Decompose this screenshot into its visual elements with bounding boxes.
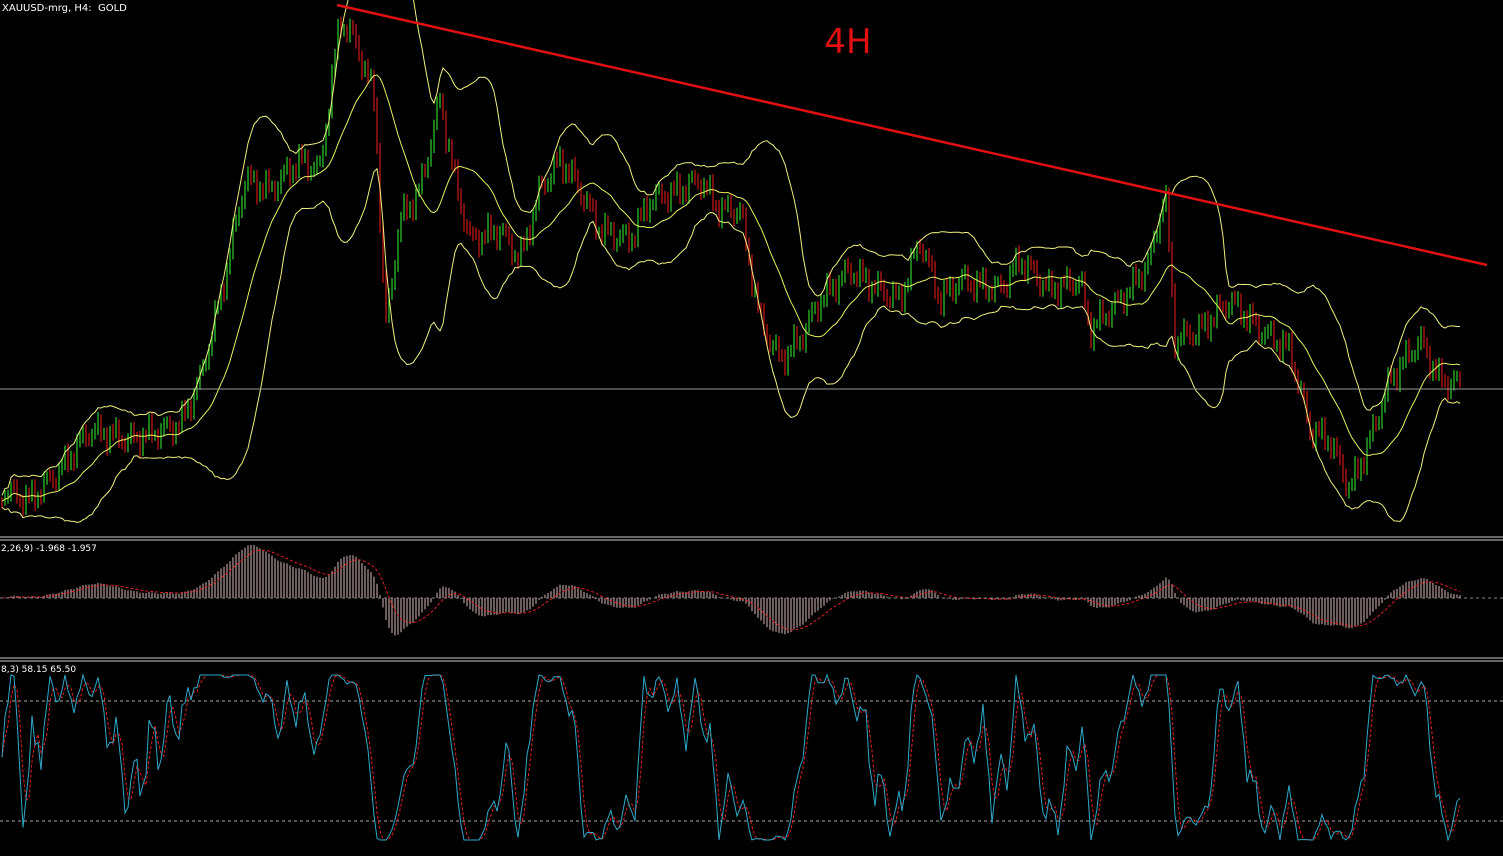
symbol-label: XAUUSD-mrg, H4: GOLD	[2, 3, 127, 14]
macd-panel	[1, 545, 1461, 636]
bollinger-lower	[1, 167, 1461, 523]
macd-label: 2,26,9) -1.968 -1.957	[1, 544, 97, 554]
timeframe-note: 4H	[824, 22, 871, 62]
price-panel	[1, 0, 1461, 523]
stochastic-main-line	[1, 673, 1461, 842]
trend-line	[336, 3, 1488, 267]
stochastic-label: 8,3) 58.15 65.50	[1, 665, 76, 675]
stochastic-panel	[1, 673, 1461, 842]
bollinger-middle	[1, 74, 1461, 502]
macd-signal-line	[1, 549, 1461, 631]
